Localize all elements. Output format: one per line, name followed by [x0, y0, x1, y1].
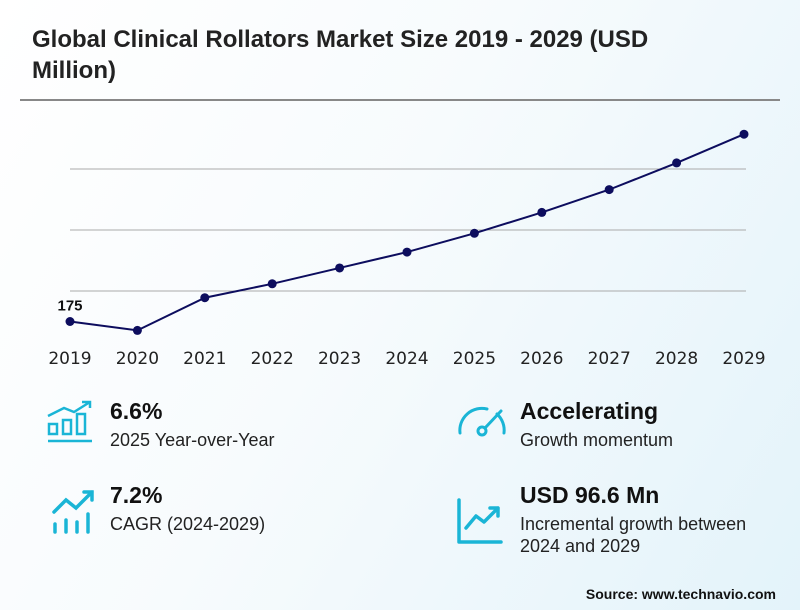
x-tick-label: 2026 [520, 349, 563, 369]
stat-value: USD 96.6 Mn [520, 482, 660, 508]
data-point [200, 293, 210, 303]
x-tick-label: 2025 [453, 349, 496, 369]
x-tick-label: 2027 [588, 349, 631, 369]
x-tick-label: 2022 [251, 349, 294, 369]
stat-yoy: 6.6% 2025 Year-over-Year [110, 398, 274, 451]
stat-cagr: 7.2% CAGR (2024-2029) [110, 482, 265, 535]
stat-value: 6.6% [110, 398, 163, 424]
stat-label: 2025 Year-over-Year [110, 430, 275, 450]
x-tick-label: 2029 [722, 349, 765, 369]
source-text: Source: www.technavio.com [585, 586, 776, 602]
data-point [65, 317, 75, 326]
trend-up-bars-icon [52, 488, 96, 541]
stat-value: 7.2% [110, 482, 163, 508]
stat-momentum: Accelerating Growth momentum [520, 398, 673, 451]
line-chart-up-icon [456, 498, 504, 551]
x-tick-label: 2023 [318, 349, 361, 369]
x-tick-label: 2024 [385, 349, 428, 369]
data-point [402, 247, 412, 257]
x-tick-label: 2019 [48, 349, 91, 369]
data-point [604, 185, 614, 195]
x-tick-label: 2021 [183, 349, 226, 369]
series-line [69, 133, 745, 332]
stat-label: Growth momentum [520, 430, 674, 450]
speedometer-icon [457, 405, 507, 444]
x-tick-label: 2020 [116, 349, 159, 369]
x-tick-label: 2028 [655, 349, 698, 369]
stat-label: Incremental growth between 2024 and 2029 [520, 514, 747, 556]
data-point [267, 279, 277, 289]
data-point [469, 228, 479, 238]
stat-value: Accelerating [520, 398, 659, 424]
data-point [739, 129, 749, 139]
data-label: 175 [57, 298, 82, 315]
stat-label: CAGR (2024-2029) [110, 514, 266, 534]
page-title: Global Clinical Rollators Market Size 20… [32, 26, 649, 84]
data-point [672, 158, 682, 168]
data-point [537, 207, 547, 217]
title-divider [20, 99, 780, 101]
line-chart: 2019 2020 2021 2022 2023 2024 2025 2026 2027 2028… [48, 129, 766, 369]
stat-incremental: USD 96.6 Mn Incremental growth between 2… [520, 482, 750, 557]
data-point [132, 325, 142, 335]
data-point [335, 263, 345, 273]
bar-chart-growth-icon [46, 400, 94, 449]
